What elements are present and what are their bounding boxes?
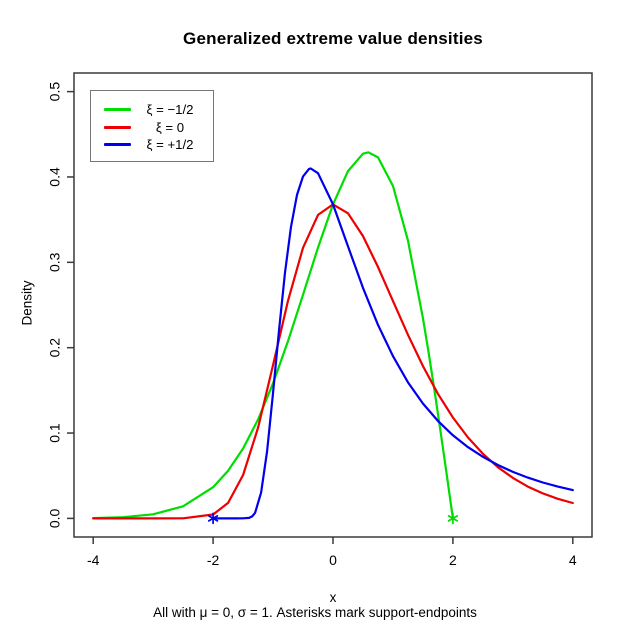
legend-line-icon: [104, 108, 131, 112]
density-curve-1: [92, 151, 454, 520]
support-endpoint-marker: [447, 512, 459, 525]
chart-subtitle: All with μ = 0, σ = 1. Asterisks mark su…: [153, 605, 477, 620]
legend-entry-xi-zero: ξ = 0: [91, 119, 213, 137]
legend-line-icon: [104, 143, 131, 147]
x-axis-label: x: [329, 590, 337, 605]
support-endpoint-marker: [207, 512, 219, 525]
y-tick-label: 0.1: [47, 423, 63, 443]
x-tick-label: 2: [449, 552, 457, 568]
chart-title: Generalized extreme value densities: [183, 29, 483, 48]
x-tick-label: -4: [87, 552, 100, 568]
legend-entry-label: ξ = −1/2: [146, 102, 194, 118]
y-tick-label: 0.2: [47, 338, 63, 358]
y-tick-label: 0.0: [47, 508, 63, 528]
x-tick-label: 4: [569, 552, 577, 568]
y-tick-label: 0.4: [47, 167, 63, 187]
legend: ξ = −1/2 ξ = 0 ξ = +1/2: [90, 90, 214, 162]
density-curve-3: [212, 167, 574, 520]
legend-line-icon: [104, 125, 131, 129]
legend-entry-label: ξ = +1/2: [146, 137, 194, 153]
legend-entry-xi-neg-half: ξ = −1/2: [91, 101, 213, 119]
y-axis-label: Density: [19, 280, 35, 326]
x-tick-label: 0: [329, 552, 337, 568]
legend-entry-label: ξ = 0: [155, 119, 185, 135]
y-tick-label: 0.3: [47, 252, 63, 272]
x-tick-label: -2: [207, 552, 220, 568]
legend-entry-xi-pos-half: ξ = +1/2: [91, 136, 213, 154]
density-curve-2: [92, 203, 574, 520]
y-tick-label: 0.5: [47, 82, 63, 102]
